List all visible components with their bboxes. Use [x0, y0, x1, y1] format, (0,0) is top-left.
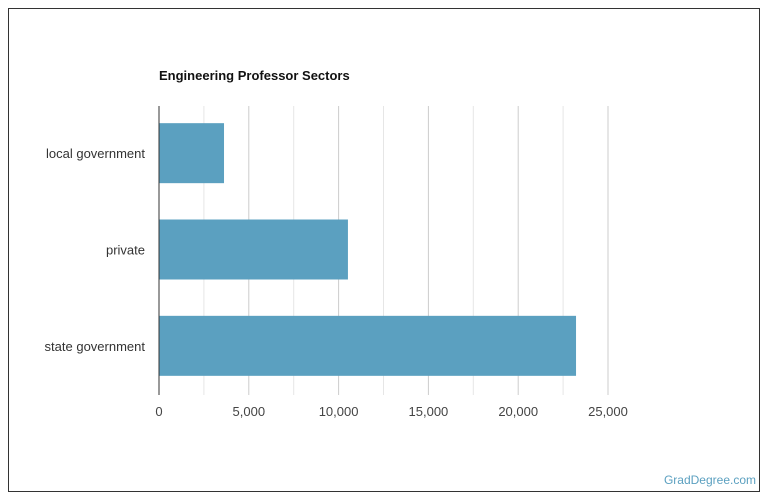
x-tick-label: 10,000 — [319, 404, 359, 419]
category-label: private — [106, 243, 145, 258]
x-tick-label: 20,000 — [498, 404, 538, 419]
chart-title: Engineering Professor Sectors — [159, 68, 350, 83]
x-tick-label: 0 — [155, 404, 162, 419]
chart-frame — [8, 8, 760, 492]
bar-state-government — [159, 315, 577, 376]
site-credit-link[interactable]: GradDegree.com — [663, 473, 756, 487]
x-tick-label: 5,000 — [233, 404, 266, 419]
x-tick-label: 15,000 — [409, 404, 449, 419]
x-tick-label: 25,000 — [588, 404, 628, 419]
bar-local-government — [159, 123, 225, 184]
bar-private — [159, 219, 348, 280]
category-label: local government — [46, 146, 145, 161]
category-label: state government — [45, 339, 146, 354]
